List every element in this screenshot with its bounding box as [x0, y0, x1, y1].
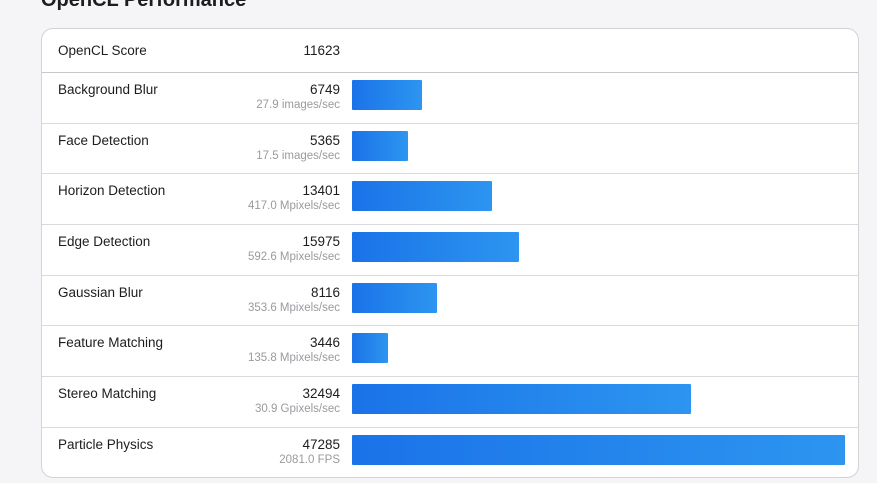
benchmark-row-gaussian-blur: Gaussian Blur 8116 353.6 Mpixels/sec [42, 276, 858, 327]
benchmark-score: 6749 [309, 82, 340, 97]
benchmark-bar-track [352, 181, 845, 212]
benchmark-row-edge-detection: Edge Detection 15975 592.6 Mpixels/sec [42, 225, 858, 276]
benchmark-bar [352, 434, 845, 465]
benchmark-rate: 27.9 images/sec [256, 99, 340, 111]
benchmark-bar [352, 80, 423, 110]
benchmark-bar [352, 181, 492, 212]
benchmark-rate: 417.0 Mpixels/sec [247, 200, 340, 213]
section-title: OpenCL Performance [41, 0, 247, 11]
benchmark-rate: 2081.0 FPS [279, 453, 340, 466]
benchmark-bar-track [352, 282, 845, 313]
benchmark-score: 13401 [302, 183, 340, 199]
benchmark-bar-track [352, 333, 845, 364]
benchmark-name: Face Detection [58, 132, 149, 148]
benchmark-score: 3446 [309, 335, 340, 351]
benchmark-bar-track [352, 384, 845, 415]
benchmark-score: 32494 [302, 386, 340, 402]
benchmark-name: Stereo Matching [58, 386, 157, 402]
benchmark-bar-track [352, 232, 845, 263]
benchmark-bar [352, 333, 388, 364]
benchmark-name: Feature Matching [58, 335, 164, 351]
benchmark-score: 8116 [310, 284, 340, 300]
benchmark-name: Edge Detection [58, 234, 151, 250]
benchmark-rate: 17.5 images/sec [256, 149, 340, 162]
benchmark-rate: 592.6 Mpixels/sec [247, 251, 340, 264]
benchmark-bar [352, 232, 519, 263]
benchmark-row-particle-physics: Particle Physics 47285 2081.0 FPS [42, 428, 858, 477]
opencl-score-label: OpenCL Score [58, 43, 147, 58]
benchmark-name: Particle Physics [58, 436, 154, 452]
benchmark-row-face-detection: Face Detection 5365 17.5 images/sec [42, 124, 858, 175]
benchmark-bar-track [352, 434, 845, 465]
benchmark-score: 15975 [302, 234, 340, 250]
benchmark-rate: 353.6 Mpixels/sec [247, 301, 340, 314]
benchmark-rate: 135.8 Mpixels/sec [247, 352, 340, 365]
benchmark-rate: 30.9 Gpixels/sec [254, 403, 340, 416]
benchmark-name: Background Blur [58, 82, 158, 97]
benchmark-bar [352, 384, 691, 415]
benchmark-bar-track [352, 130, 845, 161]
opencl-score-row: OpenCL Score 11623 [42, 29, 858, 73]
benchmark-bar [352, 282, 437, 313]
opencl-score-value: 11623 [303, 43, 340, 58]
benchmark-bar [352, 130, 408, 161]
opencl-results-table: OpenCL Score 11623 Background Blur 6749 … [41, 28, 859, 478]
benchmark-row-feature-matching: Feature Matching 3446 135.8 Mpixels/sec [42, 326, 858, 378]
benchmark-row-horizon-detection: Horizon Detection 13401 417.0 Mpixels/se… [42, 174, 858, 226]
benchmark-row-stereo-matching: Stereo Matching 32494 30.9 Gpixels/sec [42, 377, 858, 428]
benchmark-score: 5365 [309, 132, 340, 148]
benchmark-name: Gaussian Blur [58, 284, 143, 300]
benchmark-bar-track [352, 80, 845, 110]
benchmark-name: Horizon Detection [58, 183, 166, 199]
benchmark-score: 47285 [302, 436, 340, 452]
benchmark-row-background-blur: Background Blur 6749 27.9 images/sec [42, 73, 858, 124]
